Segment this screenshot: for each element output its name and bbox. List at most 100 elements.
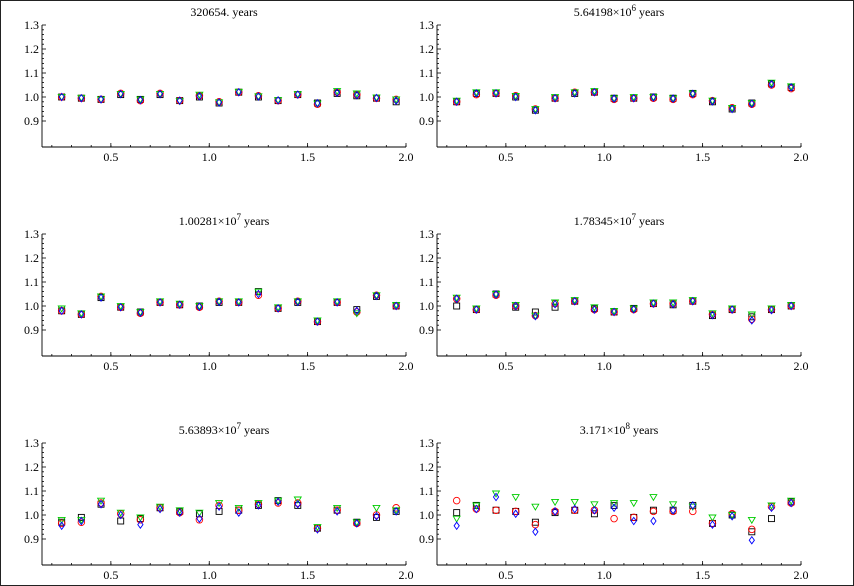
panel-2: 5.64198×106 years 0.9 1.0 1.1 1.2 1.3 0.5 1.0 1.… <box>419 3 809 164</box>
y-tick-label: 1.0 <box>24 90 39 104</box>
data-point-diamond <box>117 302 124 312</box>
data-point-diamond <box>788 498 795 508</box>
data-point-diamond <box>274 497 282 507</box>
data-point-diamond <box>156 504 164 514</box>
panel-1: 320654. years 0.9 1.0 1.1 1.2 1.3 0.5 1.0 1.5 2.0 <box>24 5 414 164</box>
data-point-diamond <box>551 299 559 309</box>
y-tick-label: 1.0 <box>24 299 39 313</box>
data-point-triangle <box>254 93 263 101</box>
data-point-triangle <box>708 514 717 522</box>
data-point-triangle <box>491 490 501 498</box>
data-point-triangle <box>747 311 756 319</box>
data-point-diamond <box>689 89 696 99</box>
y-tick-label: 1.1 <box>419 484 434 498</box>
x-tick-label: 0.5 <box>498 150 513 164</box>
data-point-diamond <box>373 511 380 521</box>
x-tick-label: 2.0 <box>399 568 414 582</box>
data-point-square <box>453 302 461 310</box>
data-point-triangle <box>452 515 461 523</box>
x-tick-label: 1.0 <box>202 359 217 373</box>
panel-title: 1.78345×107 years <box>574 212 665 228</box>
data-point-diamond <box>709 96 716 106</box>
data-point-circle <box>748 315 756 323</box>
data-point-triangle <box>472 502 481 510</box>
data-point-diamond <box>610 503 618 513</box>
data-point-triangle <box>293 496 302 504</box>
data-point-diamond <box>512 92 519 102</box>
data-point-diamond <box>591 87 598 97</box>
y-tick-label: 1.3 <box>24 18 39 32</box>
data-point-diamond <box>235 87 242 97</box>
data-point-diamond <box>294 499 301 509</box>
data-point-circle <box>649 507 658 516</box>
data-point-diamond <box>58 521 65 531</box>
data-point-diamond <box>728 511 736 521</box>
data-point-diamond <box>78 516 85 526</box>
data-point-triangle <box>531 503 540 511</box>
data-point-diamond <box>768 503 775 513</box>
data-point-diamond <box>353 90 360 100</box>
x-tick-label: 1.5 <box>695 568 710 582</box>
panel-title: 5.64198×106 years <box>574 3 665 19</box>
data-point-triangle <box>57 516 66 525</box>
panel-title: 1.00281×107 years <box>179 212 270 228</box>
panel-title: 5.63893×107 years <box>179 421 270 437</box>
y-tick-label: 1.1 <box>24 275 39 289</box>
data-point-diamond <box>314 525 321 534</box>
data-point-triangle <box>332 504 342 513</box>
data-point-circle <box>77 518 86 526</box>
data-point-circle <box>274 499 282 507</box>
data-point-diamond <box>255 92 262 101</box>
data-point-circle <box>97 499 105 507</box>
data-point-diamond <box>709 310 716 320</box>
data-point-triangle <box>668 501 678 509</box>
data-point-diamond <box>78 93 85 103</box>
data-point-circle <box>136 516 145 524</box>
data-point-diamond <box>156 89 164 99</box>
data-point-diamond <box>473 89 480 98</box>
data-point-diamond <box>532 527 539 537</box>
data-point-triangle <box>155 91 165 99</box>
y-tick-label: 1.2 <box>24 42 39 56</box>
data-point-diamond <box>473 504 480 514</box>
data-point-circle <box>57 519 66 528</box>
data-point-diamond <box>255 501 262 510</box>
data-point-diamond <box>709 520 716 529</box>
data-point-diamond <box>196 514 203 523</box>
data-point-diamond <box>748 99 755 109</box>
data-point-diamond <box>176 96 183 105</box>
data-point-diamond <box>215 502 223 511</box>
data-point-diamond <box>393 96 400 105</box>
x-tick-label: 2.0 <box>794 568 809 582</box>
y-tick-label: 1.2 <box>419 460 434 474</box>
data-point-diamond <box>532 105 539 115</box>
data-point-diamond <box>117 510 124 520</box>
data-point-triangle <box>352 310 361 318</box>
data-point-diamond <box>314 98 321 108</box>
data-point-diamond <box>117 89 124 99</box>
data-point-diamond <box>393 301 400 311</box>
panel-3: 1.00281×107 years 0.9 1.0 1.1 1.2 1.3 0.5 1.0 1.… <box>24 212 414 373</box>
y-tick-label: 1.1 <box>24 66 39 80</box>
data-point-diamond <box>650 516 657 526</box>
data-point-diamond <box>728 305 736 314</box>
x-tick-label: 1.5 <box>695 359 710 373</box>
data-point-diamond <box>512 301 519 311</box>
data-point-circle <box>333 506 341 514</box>
x-tick-label: 1.0 <box>202 150 217 164</box>
data-point-diamond <box>97 95 105 104</box>
data-point-diamond <box>748 316 755 325</box>
data-point-square <box>551 303 559 311</box>
data-point-diamond <box>215 98 223 107</box>
y-tick-label: 1.3 <box>419 227 434 241</box>
x-tick-label: 1.0 <box>597 150 612 164</box>
data-point-triangle <box>195 509 204 517</box>
data-point-diamond <box>669 505 677 515</box>
data-point-circle <box>570 506 579 514</box>
data-point-diamond <box>571 89 578 98</box>
data-point-diamond <box>591 505 598 515</box>
data-point-diamond <box>551 93 559 103</box>
x-tick-label: 2.0 <box>399 150 414 164</box>
x-tick-label: 0.5 <box>103 150 118 164</box>
x-tick-label: 1.5 <box>695 150 710 164</box>
